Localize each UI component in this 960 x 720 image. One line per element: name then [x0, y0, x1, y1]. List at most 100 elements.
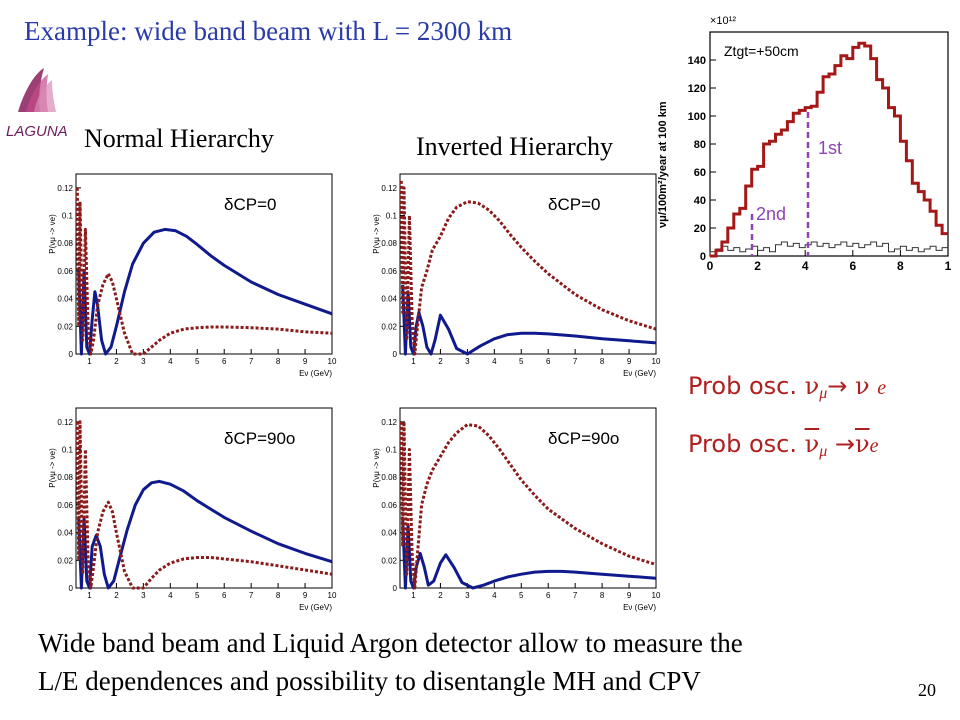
y-tick-label: 0.08 [57, 239, 73, 248]
e-subscript-2: e [869, 435, 879, 457]
y-axis-label: P(νμ -> νe) [48, 214, 57, 254]
x-tick-label: 2 [438, 591, 443, 600]
x-axis-label: Eν (GeV) [299, 603, 332, 612]
conclusion-line-2: L/E dependences and possibility to disen… [38, 666, 701, 696]
conclusion-text: Wide band beam and Liquid Argon detector… [38, 624, 918, 700]
plot-frame [399, 173, 657, 355]
x-tick-label: 4 [492, 591, 497, 600]
x-tick-label: 5 [195, 357, 200, 366]
x-tick-label: 8 [600, 357, 605, 366]
y-tick-label: 0.1 [386, 446, 398, 455]
antineutrino-curve [75, 420, 333, 590]
x-tick-label: 9 [303, 357, 308, 366]
mu-subscript: μ [819, 385, 828, 402]
x-tick-label: 5 [519, 357, 524, 366]
nu-symbol-2: ν [854, 372, 870, 400]
y-tick-label: 0.12 [57, 418, 73, 427]
x-tick-label: 3 [141, 357, 146, 366]
x-axis-label: Eν (GeV) [623, 603, 656, 612]
flux-x-tick-label: 6 [849, 259, 856, 272]
inverted-hierarchy-label: Inverted Hierarchy [416, 132, 614, 161]
y-tick-label: 0.06 [57, 267, 73, 276]
y-tick-label: 0 [393, 350, 398, 359]
x-tick-label: 7 [249, 591, 254, 600]
mu-subscript-2: μ [819, 443, 828, 460]
y-axis-label: P(νμ -> νe) [48, 448, 57, 488]
y-tick-label: 0.08 [57, 473, 73, 482]
flux-x-tick-label: 8 [897, 259, 904, 272]
x-axis-label: Eν (GeV) [299, 369, 332, 378]
antineutrino-curve [75, 187, 333, 356]
x-tick-label: 10 [328, 357, 337, 366]
flux-y-tick-label: 20 [694, 223, 706, 235]
x-tick-label: 4 [168, 591, 173, 600]
delta-cp-annotation: δCP=0 [548, 195, 600, 214]
y-tick-label: 0.04 [57, 529, 73, 538]
arrow-symbol: → [827, 372, 848, 400]
x-tick-label: 5 [519, 591, 524, 600]
nu-symbol: ν [804, 372, 820, 400]
flux-ylabel: νμ/100m²/year at 100 km [657, 101, 669, 228]
y-tick-label: 0.1 [62, 212, 74, 221]
plot-frame [75, 407, 333, 589]
y-tick-label: 0.12 [57, 184, 73, 193]
flux-main-hist [710, 41, 948, 258]
flux-annotation: Ztgt=+50cm [724, 43, 799, 59]
flux-x-tick-label: 2 [754, 259, 761, 272]
y-tick-label: 0.08 [381, 239, 397, 248]
y-tick-label: 0.1 [62, 446, 74, 455]
y-tick-label: 0 [393, 584, 398, 593]
plot-inverted-dcp0: 0 0.02 0.04 0.06 0.08 0.1 0.12 1 2 3 4 5 6 7 8 9 10 Eν (G… [372, 173, 661, 378]
y-tick-label: 0.04 [57, 295, 73, 304]
x-tick-label: 8 [600, 591, 605, 600]
y-tick-label: 0.06 [381, 267, 397, 276]
x-tick-label: 2 [114, 357, 119, 366]
y-tick-label: 0.06 [381, 501, 397, 510]
flux-y-tick-label: 120 [688, 83, 706, 95]
y-axis-label: P(νμ -> νe) [372, 214, 381, 254]
slide-title: Example: wide band beam with L = 2300 km [24, 16, 513, 46]
delta-cp-annotation: δCP=90o [224, 429, 295, 448]
x-tick-label: 1 [87, 591, 92, 600]
x-tick-label: 1 [87, 357, 92, 366]
x-tick-label: 3 [141, 591, 146, 600]
x-tick-label: 9 [627, 591, 632, 600]
x-tick-label: 6 [222, 591, 227, 600]
plot-normal-dcp0: 0 0.02 0.04 0.06 0.08 0.1 0.12 1 2 3 4 5 6 7 8 9 10 Eν (G… [48, 173, 337, 378]
flux-y-tick-label: 0 [700, 251, 706, 263]
logo-text: LAGUNA [6, 123, 68, 140]
x-tick-label: 10 [328, 591, 337, 600]
x-tick-label: 6 [546, 591, 551, 600]
x-tick-label: 10 [652, 357, 661, 366]
x-tick-label: 4 [168, 357, 173, 366]
delta-cp-annotation: δCP=90o [548, 429, 619, 448]
flux-y-tick-label: 140 [688, 55, 706, 67]
legend-prefix: Prob osc. [688, 372, 797, 400]
flux-x-tick-label: 1 [945, 259, 952, 272]
x-tick-label: 3 [465, 357, 470, 366]
page-number: 20 [918, 680, 936, 700]
x-tick-label: 10 [652, 591, 661, 600]
arrow-symbol-2: → [834, 430, 855, 458]
y-tick-label: 0 [69, 350, 74, 359]
x-tick-label: 7 [573, 357, 578, 366]
neutrino-curve [77, 227, 333, 356]
flux-y-tick-label: 40 [694, 195, 706, 207]
y-tick-label: 0.12 [381, 418, 397, 427]
x-tick-label: 5 [195, 591, 200, 600]
x-axis-label: Eν (GeV) [623, 369, 656, 378]
normal-hierarchy-label: Normal Hierarchy [84, 124, 274, 153]
x-tick-label: 1 [411, 357, 416, 366]
plot-inverted-dcp90: 0 0.02 0.04 0.06 0.08 0.1 0.12 1 2 3 4 5 6 7 8 9 10 Eν (G… [372, 407, 661, 612]
x-tick-label: 1 [411, 591, 416, 600]
neutrino-curve [401, 284, 657, 356]
antineutrino-curve [399, 180, 657, 356]
y-axis-label: P(νμ -> νe) [372, 448, 381, 488]
x-tick-label: 6 [546, 357, 551, 366]
laguna-logo: LAGUNA [6, 68, 68, 140]
y-tick-label: 0.02 [57, 556, 73, 565]
y-tick-label: 0.02 [57, 322, 73, 331]
y-tick-label: 0.04 [381, 295, 397, 304]
second-max-label: 2nd [756, 204, 786, 224]
x-tick-label: 2 [438, 357, 443, 366]
